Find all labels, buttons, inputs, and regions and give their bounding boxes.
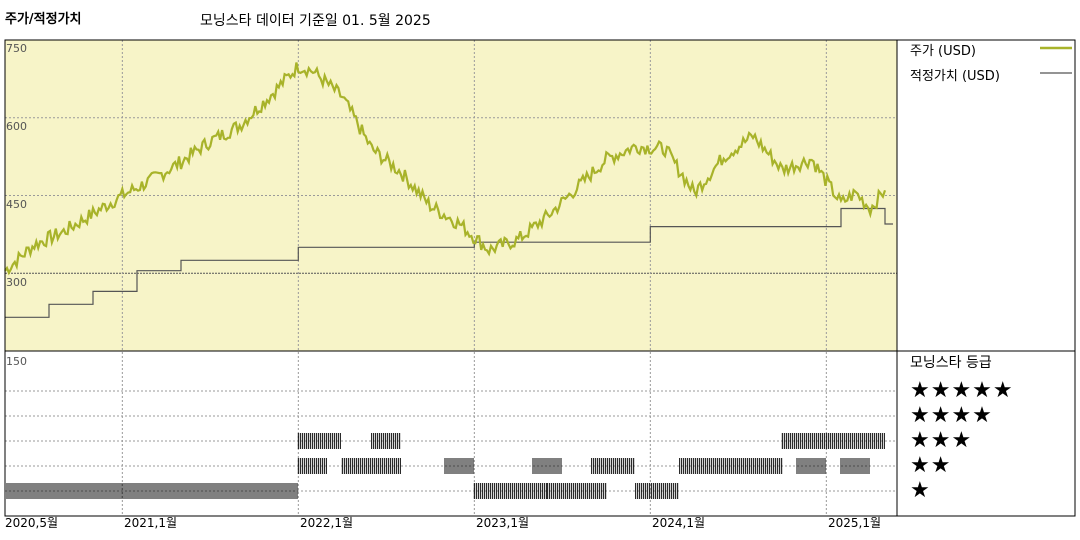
- legend-fair-value-label: 적정가치 (USD): [910, 69, 1000, 84]
- y-tick-label: 600: [6, 120, 27, 133]
- x-tick-label: 2022,1월: [300, 516, 354, 530]
- y-tick-label: 150: [6, 355, 27, 368]
- x-tick-label: 2020,5월: [5, 516, 59, 530]
- rating-1-star: ★: [910, 478, 931, 503]
- lower-plot-background: [5, 351, 897, 516]
- rating-4-stars: ★★★★: [910, 403, 993, 428]
- y-tick-label: 300: [6, 276, 27, 289]
- chart-section-title: 주가/적정가치: [5, 12, 82, 27]
- rating-history-bars: [4, 433, 885, 499]
- rating-5-stars: ★★★★★: [910, 378, 1014, 403]
- legend-price-label: 주가 (USD): [910, 44, 976, 59]
- y-tick-label: 750: [6, 42, 27, 55]
- rating-panel-title: 모닝스타 등급: [910, 355, 992, 371]
- fair-value-line: [5, 207, 893, 318]
- price-line: [4, 62, 887, 276]
- data-date-caption: 모닝스타 데이터 기준일 01. 5월 2025: [200, 13, 431, 29]
- x-tick-label: 2023,1월: [476, 516, 530, 530]
- chart-frame: [4, 39, 1076, 517]
- rating-2-stars: ★★: [910, 453, 952, 478]
- y-tick-label: 450: [6, 198, 27, 211]
- x-tick-label: 2025,1월: [828, 516, 882, 530]
- rating-3-stars: ★★★: [910, 428, 973, 453]
- x-tick-label: 2021,1월: [124, 516, 178, 530]
- x-tick-label: 2024,1월: [652, 516, 706, 530]
